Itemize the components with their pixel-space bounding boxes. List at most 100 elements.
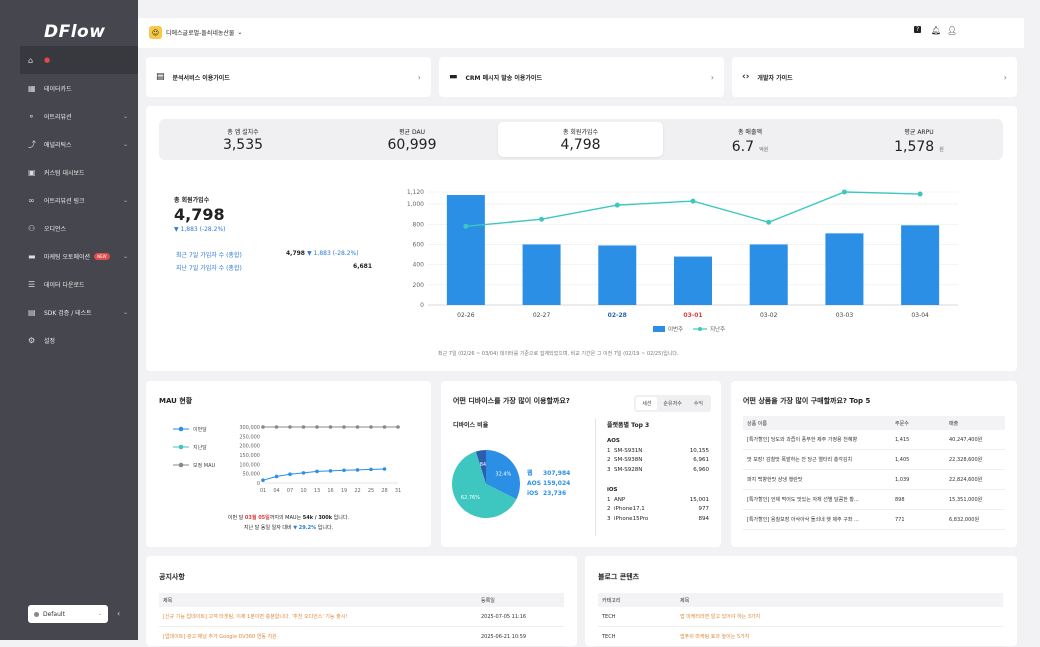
chevron-right-icon: › (417, 72, 421, 82)
guide-crm[interactable]: ▬ CRM 메시지 발송 이용가이드 › (439, 57, 724, 97)
x-tick-label: 16 (327, 488, 333, 494)
sidebar-item-analytics[interactable]: ⤴ 애널리틱스 ⌄ (28, 139, 128, 149)
table-row[interactable]: TECH 앱 마케터라면 알고 있어야 하는 3가지 (598, 607, 1003, 627)
sidebar-item-attribution[interactable]: ⚬ 어트리뷰션 ⌄ (28, 111, 128, 121)
series-point (342, 425, 346, 429)
user-icon[interactable]: 👤︎ (947, 26, 958, 35)
x-tick-label: 04 (273, 488, 279, 494)
sidebar-item-automation[interactable]: ▬ 마케팅 오토메이션 NEW ⌄ (28, 251, 128, 261)
x-tick-label: 10 (300, 488, 306, 494)
x-tick-label: 28 (381, 488, 387, 494)
sidebar-item-sdk[interactable]: ▤ SDK 검증 / 테스트 ⌄ (28, 307, 128, 317)
legend-swatch-point (178, 462, 184, 468)
theme-dot (34, 611, 39, 617)
series-line (262, 468, 385, 481)
mau-caption-2: 지난 달 동일 일자 대비 ▼ 29.2% 입니다. (243, 525, 334, 531)
chevron-right-icon: › (710, 72, 714, 82)
kpi-dau[interactable]: 평균 DAU 60,999 (387, 129, 437, 153)
x-tick-label: 03-02 (760, 312, 778, 319)
message-icon: ▬ (449, 72, 458, 82)
legend-swatch-point (178, 444, 184, 450)
series-point (382, 425, 387, 429)
guide-developer[interactable]: ‹› 개발자 가이드 › (732, 57, 1017, 97)
chevron-down-icon: ⌄ (122, 252, 128, 260)
y-tick-label: 250,000 (239, 434, 260, 440)
guide-analytics[interactable]: ▤ 분석서비스 이용가이드 › (146, 57, 431, 97)
x-tick-label: 02-28 (608, 312, 627, 319)
theme-select[interactable]: Default ⌄ (28, 605, 108, 623)
sidebar-item-home[interactable]: ⌂ ● (20, 46, 138, 74)
pie-label: 4.84% (475, 462, 491, 468)
chevron-down-icon: ⌄ (122, 140, 128, 148)
logo[interactable]: DFlow (44, 22, 106, 42)
series-point (369, 425, 373, 429)
kpi-revenue[interactable]: 총 매출액 6.7 억원 (731, 129, 769, 155)
sidebar-item-datacard[interactable]: ▦ 테이터카드 (28, 83, 72, 93)
signup-value: 4,798 (174, 205, 225, 224)
legend-label: 이번주 (668, 325, 683, 333)
kpi-installs[interactable]: 총 앱 설치수 3,535 (222, 129, 264, 153)
x-tick-label: 25 (368, 488, 374, 494)
org-selector[interactable]: ☺ 디에스글로벌-돌쇠네농산물 ⌄ (149, 26, 242, 39)
tab-revenue[interactable]: 수익 (693, 401, 703, 407)
tab-users[interactable]: 순유저수 (663, 401, 682, 407)
blog-table: 카테고리 제목 TECH 앱 마케터라면 알고 있어야 하는 3가지 TECH 앱푸쉬… (598, 593, 1003, 647)
series-point (274, 425, 279, 429)
ios-top3: iOS 1 ANP 15,001 2 iPhone17,1 977 3 iPhone… (607, 487, 709, 525)
sidebar-item-download[interactable]: ☰ 데이터 다운로드 (28, 279, 85, 289)
table-row[interactable]: 파지 백향한맛 샹냉 행란맛 1,039 22,824,600원 (743, 470, 1005, 490)
y-tick-label: 0 (257, 481, 260, 487)
products-title: 어떤 상품을 가장 많이 구매할까요? Top 5 (743, 397, 871, 405)
device-pie: 4.84% 32.4% 62.76% (452, 450, 520, 518)
series-point (315, 469, 319, 474)
legend-swatch-point (178, 426, 184, 432)
device-legend: 웹 307,984 AOS 159,024 iOS 23,736 (527, 470, 571, 497)
chevron-right-icon: › (1003, 72, 1007, 82)
legend-label: 보정 MAU (193, 462, 216, 469)
y-tick-label: 200 (413, 282, 425, 289)
list-item: 1 SM-S931N 10,155 (607, 447, 709, 454)
series-point (274, 474, 279, 479)
table-row[interactable]: [특가할인] 용칠보장 아삭아삭 돌쇠네 햇 제주 구좌 ... 771 6,832… (743, 510, 1005, 530)
device-card: 어떤 디바이스를 가장 많이 이용할까요? 세션 순유저수 수익 디바이스 비율… (441, 381, 721, 547)
bell-icon[interactable]: 🔔︎ (931, 26, 942, 35)
download-icon: ☰ (28, 279, 36, 289)
attribution-icon: ⚬ (28, 111, 35, 121)
list-item: 1 ANP 15,001 (607, 496, 709, 503)
point-last-week (917, 191, 923, 197)
device-title: 어떤 디바이스를 가장 많이 이용할까요? (453, 397, 570, 405)
kpi-signups[interactable]: 총 회원가입수 4,798 (498, 122, 663, 157)
kpi-arpu[interactable]: 평균 ARPU 1,578 원 (894, 129, 944, 155)
mau-caption-1: 이번 달 03월 05일까지의 MAU는 54k / 300k 입니다. (227, 515, 350, 521)
x-tick-label: 02-27 (533, 312, 551, 319)
tab-session[interactable]: 세션 (636, 397, 658, 410)
series-point (301, 425, 306, 429)
legend-swatch-point (698, 327, 702, 331)
chevron-down-icon: ⌄ (237, 29, 243, 36)
pie-label: 62.76% (461, 495, 480, 501)
kpi-bar: 총 앱 설치수 3,535 평균 DAU 60,999 총 회원가입수 4,798 총… (159, 119, 1003, 160)
help-icon[interactable]: ? (914, 26, 922, 33)
sidebar-item-audience[interactable]: ⚇ 오디언스 (28, 223, 67, 233)
chart-note: 최근 7일 (02/26 ~ 03/04) 데이터를 기준으로 집계되었으며, … (438, 351, 679, 357)
sidebar-item-link[interactable]: ∞ 어트리뷰션 링크 ⌄ (28, 195, 128, 205)
table-row[interactable]: TECH 앱푸쉬 마케팅 효과 높이는 5가지 (598, 627, 1003, 647)
list-item: 2 iPhone17,1 977 (607, 506, 709, 512)
sidebar-item-dashboard[interactable]: ▣ 커스텀 대시보드 (28, 167, 85, 177)
table-row[interactable]: [업데이트] 광고 채널 추가 Google DV360 연동 지원 2025-0… (159, 627, 564, 647)
top3-title: 플랫폼별 Top 3 (607, 422, 650, 429)
blog-card: 블로그 콘텐츠 카테고리 제목 TECH 앱 마케터라면 알고 있어야 하는 3가지… (585, 556, 1017, 647)
x-tick-label: 31 (395, 488, 401, 494)
table-row[interactable]: [특가할인] 언제 먹어도 맛있는 자체 선별 달콤한 황... 898 15,35… (743, 490, 1005, 510)
collapse-sidebar-button[interactable]: ‹ (117, 609, 121, 618)
legend-label: 지난달 (193, 444, 207, 451)
y-tick-label: 150,000 (239, 453, 260, 459)
table-row[interactable]: [특가할인] 당도와 과즙이 풍부한 제주 가정용 천혜향 1,415 40,247… (743, 430, 1005, 450)
table-header: 제목 등록일 (159, 593, 564, 607)
table-row[interactable]: [신규 기능 업데이트] 고객 타겟팅, 이제 1분이면 충분합니다. '추천 … (159, 607, 564, 627)
table-row[interactable]: 맛 보장! 감칠맛 폭발하는 잔 당근 열타리 총각김치 1,405 22,328,… (743, 450, 1005, 470)
bar-this-week (598, 245, 637, 305)
series-point (355, 468, 360, 472)
sidebar-item-settings[interactable]: ⚙ 설정 (28, 335, 56, 345)
x-tick-label: 02-26 (457, 312, 475, 319)
